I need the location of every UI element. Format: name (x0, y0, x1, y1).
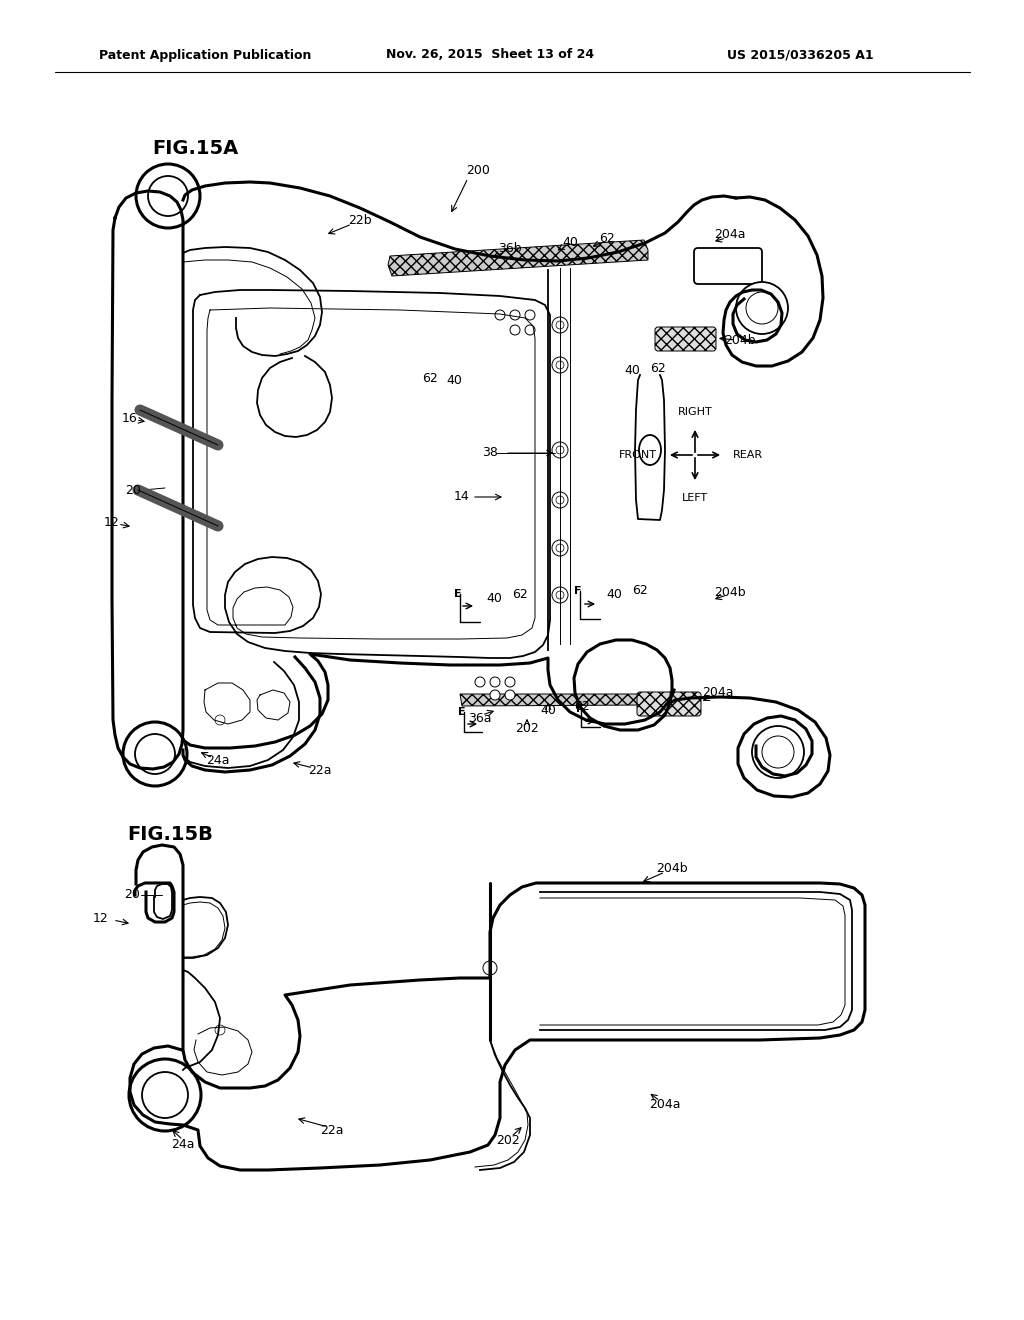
Circle shape (148, 176, 188, 216)
Text: 40: 40 (562, 236, 578, 249)
Text: FIG.15B: FIG.15B (127, 825, 213, 845)
Text: 62: 62 (574, 700, 590, 713)
Text: US 2015/0336205 A1: US 2015/0336205 A1 (727, 49, 873, 62)
Text: Nov. 26, 2015  Sheet 13 of 24: Nov. 26, 2015 Sheet 13 of 24 (386, 49, 594, 62)
Polygon shape (460, 694, 648, 706)
Text: 38: 38 (482, 446, 498, 459)
Text: 12: 12 (104, 516, 120, 528)
Text: 36a: 36a (468, 711, 492, 725)
Text: 62: 62 (512, 589, 528, 602)
Circle shape (552, 317, 568, 333)
Circle shape (123, 722, 187, 785)
Circle shape (483, 961, 497, 975)
Text: 40: 40 (446, 374, 462, 387)
Text: LEFT: LEFT (682, 492, 708, 503)
Text: 202: 202 (496, 1134, 520, 1147)
Circle shape (736, 282, 788, 334)
Circle shape (490, 677, 500, 686)
Text: 204a: 204a (702, 685, 734, 698)
Circle shape (525, 310, 535, 319)
Text: 16: 16 (122, 412, 138, 425)
Circle shape (762, 737, 794, 768)
Text: 40: 40 (486, 591, 502, 605)
Circle shape (556, 321, 564, 329)
Text: 22a: 22a (308, 763, 332, 776)
Text: 62: 62 (632, 585, 648, 598)
Text: 204b: 204b (724, 334, 756, 346)
Text: 202: 202 (515, 722, 539, 734)
Text: 40: 40 (540, 704, 556, 717)
Circle shape (135, 734, 175, 774)
Text: 204b: 204b (656, 862, 688, 874)
Circle shape (510, 325, 520, 335)
Text: FRONT: FRONT (618, 450, 657, 459)
Circle shape (552, 356, 568, 374)
Circle shape (556, 360, 564, 370)
Text: E: E (458, 708, 466, 717)
Circle shape (552, 492, 568, 508)
Circle shape (556, 591, 564, 599)
FancyBboxPatch shape (694, 248, 762, 284)
Circle shape (505, 690, 515, 700)
Circle shape (505, 677, 515, 686)
Circle shape (752, 726, 804, 777)
Text: 204b: 204b (714, 586, 745, 598)
Circle shape (556, 496, 564, 504)
Text: FIG.15A: FIG.15A (152, 139, 239, 157)
Circle shape (552, 587, 568, 603)
Circle shape (552, 540, 568, 556)
Circle shape (215, 1026, 225, 1035)
Circle shape (556, 544, 564, 552)
Text: 12: 12 (92, 912, 108, 924)
Circle shape (525, 325, 535, 335)
Text: 22b: 22b (348, 214, 372, 227)
Text: 14: 14 (454, 491, 470, 503)
Text: 204a: 204a (715, 228, 745, 242)
Circle shape (136, 164, 200, 228)
Circle shape (490, 690, 500, 700)
Text: 62: 62 (422, 371, 438, 384)
Polygon shape (388, 240, 648, 276)
Text: 24a: 24a (171, 1138, 195, 1151)
Circle shape (495, 310, 505, 319)
Circle shape (746, 292, 778, 323)
Circle shape (556, 446, 564, 454)
Text: F: F (577, 704, 584, 714)
Text: RIGHT: RIGHT (678, 407, 713, 417)
Text: 40: 40 (624, 363, 640, 376)
FancyBboxPatch shape (655, 327, 716, 351)
Text: 24a: 24a (206, 754, 229, 767)
Text: 20: 20 (125, 483, 141, 496)
Text: REAR: REAR (733, 450, 763, 459)
Text: 200: 200 (466, 164, 489, 177)
Text: 22a: 22a (321, 1123, 344, 1137)
Text: Patent Application Publication: Patent Application Publication (98, 49, 311, 62)
Circle shape (142, 1072, 188, 1118)
Text: 62: 62 (650, 362, 666, 375)
Text: 62: 62 (599, 231, 614, 244)
Text: 20: 20 (124, 888, 140, 902)
Circle shape (215, 715, 225, 725)
Ellipse shape (639, 436, 662, 465)
Text: 40: 40 (606, 589, 622, 602)
Text: E: E (455, 589, 462, 599)
Circle shape (129, 1059, 201, 1131)
Circle shape (552, 442, 568, 458)
Circle shape (475, 677, 485, 686)
FancyBboxPatch shape (637, 692, 701, 715)
Text: 204a: 204a (649, 1098, 681, 1111)
Circle shape (510, 310, 520, 319)
Text: F: F (574, 586, 582, 597)
Text: 36b: 36b (499, 242, 522, 255)
